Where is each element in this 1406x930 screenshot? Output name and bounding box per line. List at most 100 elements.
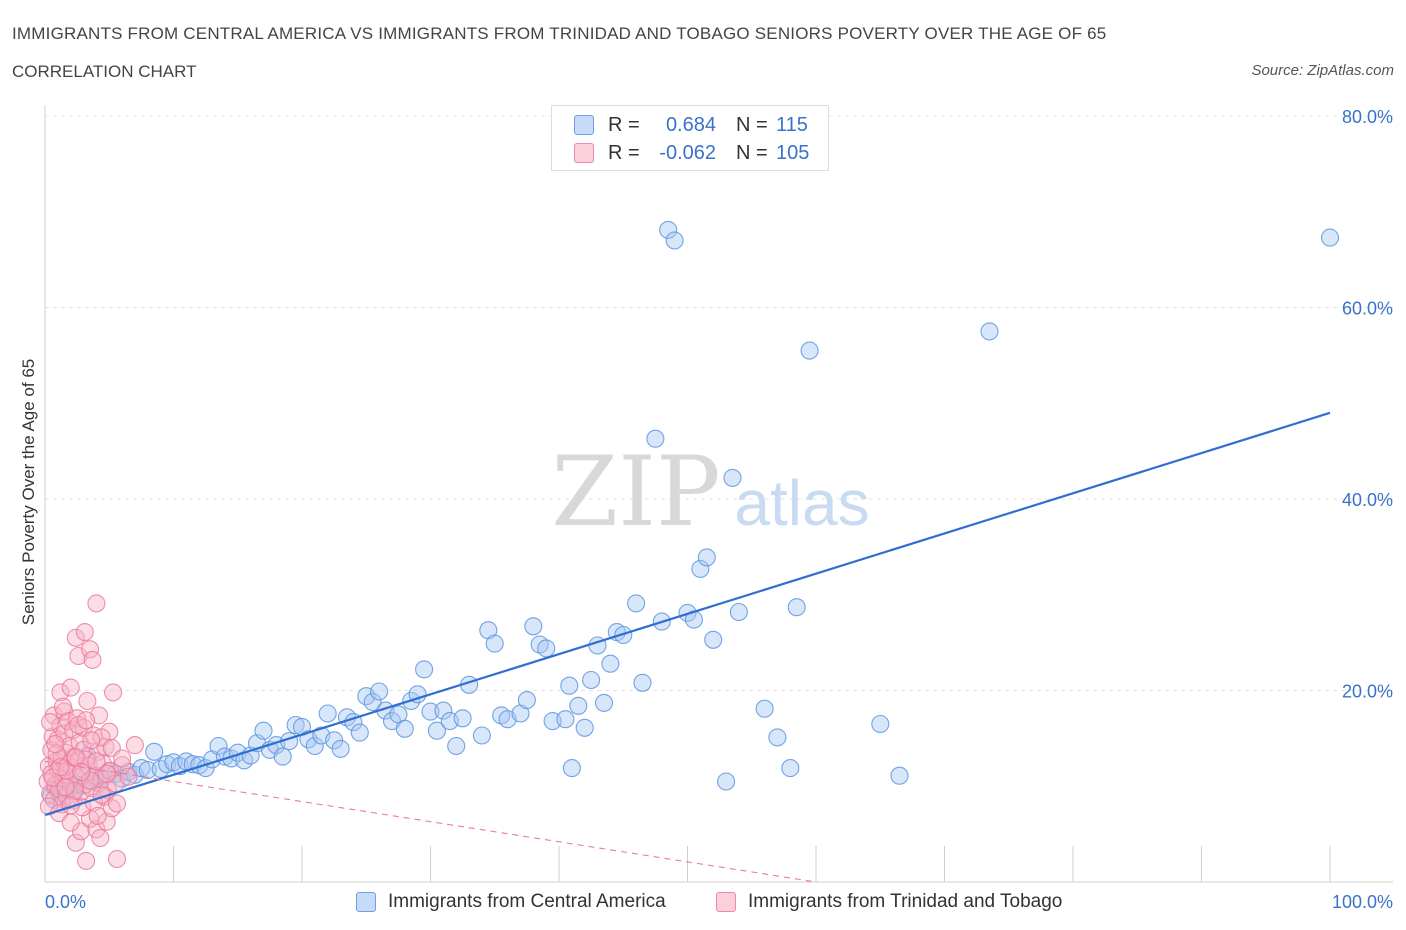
watermark-atlas: atlas [734,467,869,539]
y-tick-label: 80.0% [1342,107,1393,127]
point-central-america [331,739,350,758]
point-trinidad-tobago [80,640,100,659]
point-trinidad-tobago [77,711,96,730]
point-trinidad-tobago [87,820,106,839]
bottom-legend-trinidad-tobago: Immigrants from Trinidad and Tobago [716,889,1062,915]
point-trinidad-tobago [82,731,101,750]
legend-swatch-central-america [574,115,594,135]
point-trinidad-tobago [119,767,138,786]
bottom-legend-label: Immigrants from Trinidad and Tobago [748,891,1063,912]
bottom-legend-swatch-central-america [356,892,376,912]
watermark-zip: ZIP [551,436,720,548]
point-trinidad-tobago [83,650,102,669]
point-central-america [421,702,440,721]
legend-n-label: N = [736,141,768,164]
point-central-america [723,468,742,487]
point-central-america [594,693,614,712]
legend-r-value: -0.062 [659,141,716,164]
point-trinidad-tobago [97,812,116,831]
point-central-america [370,682,389,701]
point-central-america [427,721,446,740]
legend-n-label: N = [736,113,768,136]
point-trinidad-tobago [66,748,85,767]
legend-row-central-america: R = 0.684 N = 115 [574,112,808,138]
trend-lines [44,411,1331,883]
point-trinidad-tobago [77,851,96,870]
point-central-america [601,654,620,673]
point-central-america [800,341,819,360]
point-trinidad-tobago [88,806,107,825]
point-central-america [254,721,273,740]
point-trinidad-tobago [53,697,73,716]
point-trinidad-tobago [56,778,75,797]
point-trinidad-tobago [47,744,66,763]
point-central-america [132,759,151,778]
point-central-america [890,766,909,785]
y-tick-label: 20.0% [1342,682,1393,702]
point-central-america [305,736,324,756]
point-central-america [582,670,601,690]
point-central-america [472,726,491,745]
legend-row-trinidad-tobago: R = -0.062 N = 105 [574,140,809,166]
series-trinidad-tobago [38,594,144,870]
point-central-america [556,710,575,729]
point-central-america [453,709,472,728]
point-central-america [209,736,228,756]
point-trinidad-tobago [51,683,70,702]
point-trinidad-tobago [68,709,87,728]
axes [44,105,1393,883]
point-central-america [363,692,382,712]
point-central-america [717,772,736,791]
x-tick-label-min: 0.0% [45,892,86,912]
point-central-america [524,617,543,636]
source-label: Source: ZipAtlas.com [1251,62,1394,79]
point-central-america [273,747,292,766]
point-trinidad-tobago [107,794,127,813]
point-trinidad-tobago [51,758,70,777]
point-trinidad-tobago [41,713,60,732]
legend-n-value: 115 [776,113,808,136]
y-tick-label: 60.0% [1342,299,1393,319]
point-central-america [704,630,723,649]
point-central-america [434,701,453,720]
tick-labels: 20.0% 40.0% 60.0% 80.0% 0.0% 100.0% [45,107,1393,912]
point-central-america [755,699,774,718]
bottom-legend-label: Immigrants from Central America [388,891,666,912]
point-trinidad-tobago [69,646,88,666]
point-central-america [562,759,581,778]
point-trinidad-tobago [97,764,116,783]
point-central-america [138,760,157,780]
point-trinidad-tobago [107,849,127,869]
trend-line-trinidad-tobago [44,760,817,883]
point-trinidad-tobago [104,683,123,702]
y-tick-label: 40.0% [1342,490,1393,510]
point-central-america [569,696,588,715]
legend-r-value: 0.684 [665,113,716,136]
point-trinidad-tobago [71,762,91,781]
point-central-america [787,598,806,617]
point-trinidad-tobago [102,799,121,818]
bottom-legend-swatch-trinidad-tobago [716,892,736,912]
point-trinidad-tobago [66,628,85,647]
x-tick-label-max: 100.0% [1332,892,1393,912]
point-central-america [447,736,466,756]
trend-line-central-america [44,411,1331,817]
point-central-america [575,718,594,737]
point-central-america [350,723,369,742]
legend-r-label: R = [608,141,640,164]
chart-subtitle: CORRELATION CHART [12,62,197,81]
point-central-america [781,759,800,778]
point-central-america [729,602,748,622]
point-central-america [485,634,504,653]
point-trinidad-tobago [125,736,144,755]
point-trinidad-tobago [87,752,106,771]
point-central-america [395,719,414,738]
legend-swatch-trinidad-tobago [574,143,594,163]
chart-title: IMMIGRANTS FROM CENTRAL AMERICA VS IMMIG… [12,24,1107,43]
point-trinidad-tobago [75,623,94,642]
point-central-america [980,322,999,341]
point-trinidad-tobago [91,828,110,848]
point-central-america [517,691,536,710]
point-central-america [659,220,678,239]
point-central-america [286,715,305,735]
